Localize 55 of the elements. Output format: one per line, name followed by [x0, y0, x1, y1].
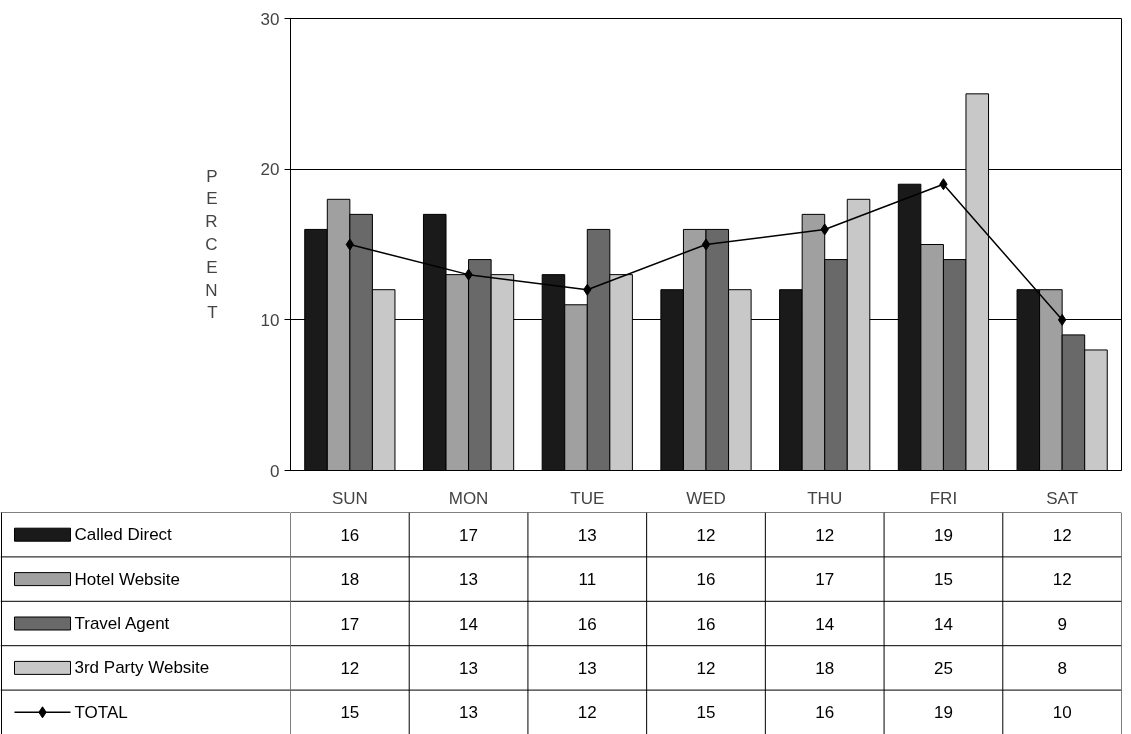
- legend-label: TOTAL: [74, 702, 128, 722]
- data-label: 12: [815, 525, 835, 545]
- data-label: 13: [459, 658, 479, 678]
- data-label: 14: [815, 614, 835, 634]
- legend-label: Called Direct: [74, 525, 173, 545]
- data-label: 11: [578, 570, 597, 590]
- data-label: 16: [340, 525, 360, 545]
- data-label: 19: [933, 703, 953, 723]
- data-label: 13: [577, 658, 597, 678]
- x-tick-label: THU: [807, 488, 843, 508]
- data-label: 15: [696, 703, 716, 723]
- data-label: 16: [577, 614, 597, 634]
- data-label: 17: [340, 614, 360, 634]
- data-label: 15: [933, 570, 953, 590]
- data-label: 25: [933, 658, 953, 678]
- data-label: 10: [1052, 703, 1072, 723]
- x-tick-label: SUN: [331, 488, 368, 508]
- data-label: 13: [577, 525, 597, 545]
- y-axis-title: PERCENT: [205, 166, 218, 323]
- point: [345, 238, 355, 251]
- data-label: 16: [696, 614, 716, 634]
- data-label: 12: [696, 525, 716, 545]
- data-label: 15: [340, 703, 360, 723]
- data-label: 12: [1052, 570, 1072, 590]
- data-label: 18: [815, 658, 835, 678]
- x-tick-label: WED: [686, 488, 726, 508]
- data-label: 8: [1057, 658, 1067, 678]
- data-label: 16: [815, 703, 835, 723]
- data-label: 12: [696, 658, 716, 678]
- point: [701, 238, 711, 251]
- data-label: 14: [459, 614, 479, 634]
- legend-label: Hotel Website: [74, 569, 181, 589]
- data-label: 14: [933, 614, 953, 634]
- legend-label: 3rd Party Website: [74, 658, 210, 678]
- data-label: 9: [1057, 614, 1067, 634]
- x-tick-label: FRI: [929, 488, 958, 508]
- data-label: 13: [459, 703, 479, 723]
- y-tick-label: 0: [270, 461, 280, 481]
- y-tick-label: 10: [260, 310, 280, 330]
- data-label: 12: [340, 658, 360, 678]
- data-label: 18: [340, 570, 360, 590]
- point: [1057, 313, 1067, 326]
- data-label: 17: [459, 525, 479, 545]
- data-label: 12: [1052, 525, 1072, 545]
- data-label: 17: [815, 570, 835, 590]
- data-label: 12: [577, 703, 597, 723]
- y-tick-label: 20: [260, 160, 280, 180]
- x-tick-label: MON: [448, 488, 489, 508]
- legend-label: Travel Agent: [74, 614, 170, 633]
- x-tick-label: TUE: [570, 488, 605, 508]
- data-label: 13: [459, 570, 479, 590]
- data-label: 19: [933, 525, 953, 545]
- data-label: 16: [696, 570, 716, 590]
- x-tick-label: SAT: [1046, 488, 1079, 508]
- y-tick-label: 30: [260, 9, 280, 29]
